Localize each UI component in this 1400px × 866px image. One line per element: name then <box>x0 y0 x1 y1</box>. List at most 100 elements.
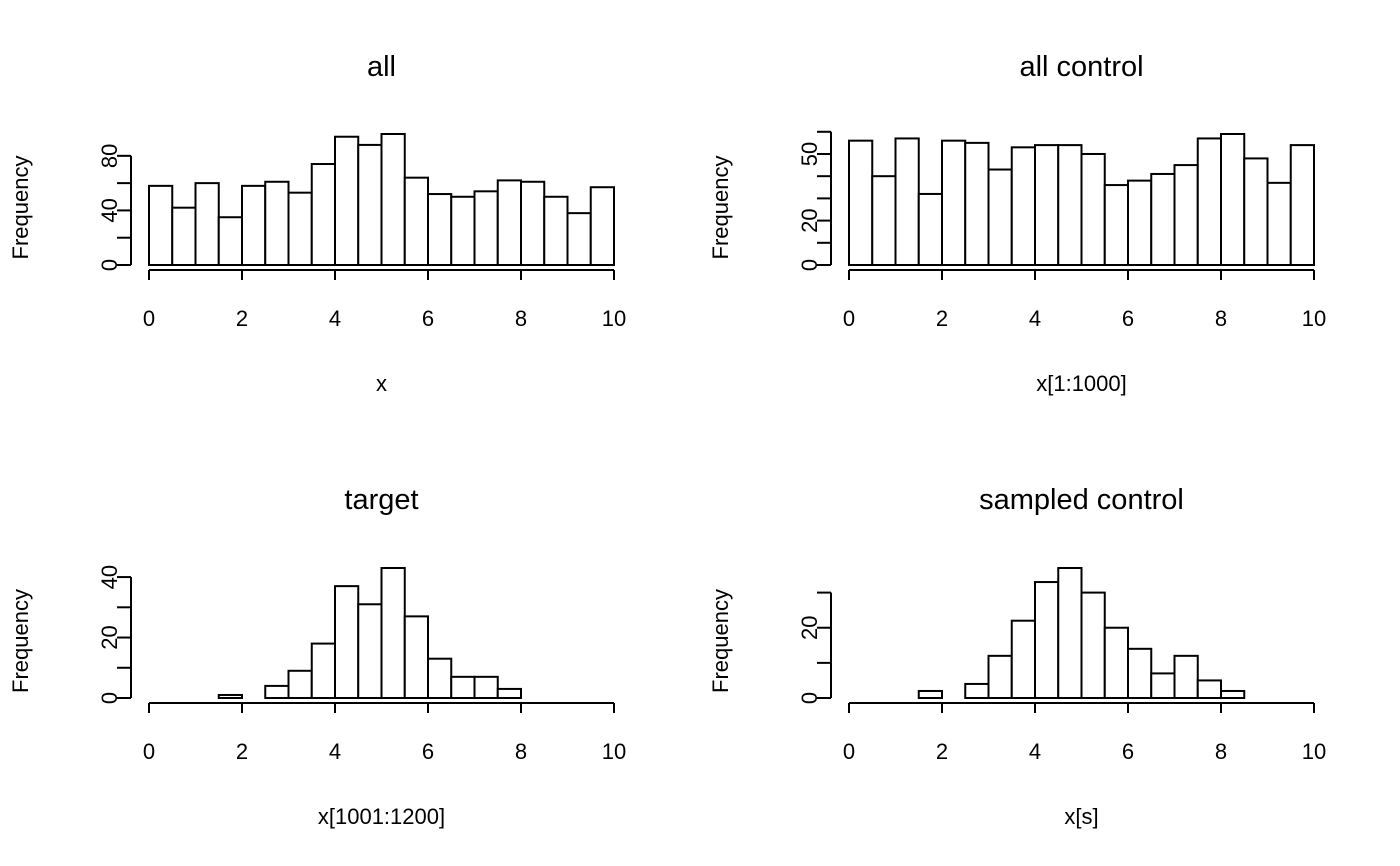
histogram-bar <box>287 191 313 266</box>
y-tick-label: 20 <box>797 615 822 639</box>
chart-title: target <box>344 484 418 516</box>
histogram-bar <box>1173 654 1199 699</box>
histogram-bar <box>357 143 383 267</box>
x-tick-label: 2 <box>236 739 248 764</box>
histogram-bar <box>473 190 499 266</box>
x-tick-label: 4 <box>329 739 341 764</box>
x-tick-label: 8 <box>515 739 527 764</box>
histogram-panel: target 0 2 4 6 8 10 x[1001:1200] 0 20 40 Frequency <box>8 484 626 829</box>
x-tick-label: 4 <box>1029 306 1041 331</box>
histogram-bar <box>1080 152 1106 266</box>
x-tick-label: 10 <box>602 306 626 331</box>
y-tick-label: 0 <box>97 692 122 704</box>
x-tick-label: 0 <box>843 739 855 764</box>
histogram-bar <box>1196 137 1222 266</box>
x-tick-label: 2 <box>936 306 948 331</box>
histogram-bar <box>1127 179 1153 266</box>
histogram-bar <box>1289 144 1315 267</box>
histogram-bar <box>194 182 220 266</box>
histogram-bar <box>941 139 967 266</box>
histogram-bar <box>543 195 569 266</box>
x-tick-label: 10 <box>602 739 626 764</box>
x-tick-label: 0 <box>143 306 155 331</box>
x-tick-label: 10 <box>1302 739 1326 764</box>
y-axis-label: Frequency <box>708 589 733 693</box>
x-axis-label: x[s] <box>1064 804 1098 829</box>
histogram-bar <box>1103 184 1129 266</box>
y-tick-label: 20 <box>797 208 822 232</box>
y-tick-label: 50 <box>797 142 822 166</box>
histogram-bar <box>496 687 522 700</box>
x-axis-label: x[1:1000] <box>1036 371 1127 396</box>
y-tick-label: 40 <box>97 198 122 222</box>
histogram-bar <box>310 163 336 266</box>
y-tick-label: 0 <box>97 259 122 271</box>
histogram-panel: all 0 2 4 6 8 10 x 0 40 80 Frequency <box>8 51 626 396</box>
histogram-panel: all control 0 2 4 6 8 10 x[1:1000] 0 20 50 Frequenc… <box>708 51 1326 396</box>
histogram-bar <box>1057 567 1083 699</box>
histogram-bar <box>566 212 592 266</box>
histogram-bar <box>334 135 360 266</box>
histogram-bar <box>334 585 360 699</box>
histogram-bar <box>1034 144 1060 267</box>
histogram-bar <box>427 193 453 267</box>
histogram-bar <box>1103 626 1129 700</box>
x-tick-label: 6 <box>1122 306 1134 331</box>
histogram-bar <box>496 179 522 266</box>
histogram-bar <box>520 180 546 267</box>
x-tick-label: 0 <box>143 739 155 764</box>
histogram-bar <box>1127 647 1153 699</box>
x-tick-label: 6 <box>422 739 434 764</box>
x-tick-label: 8 <box>1215 739 1227 764</box>
histogram-bar <box>589 186 615 266</box>
histogram-bar <box>987 168 1013 266</box>
histogram-bar <box>148 184 174 267</box>
histogram-bar <box>1010 619 1036 699</box>
histogram-bar <box>380 133 406 266</box>
histogram-bar <box>1266 181 1292 266</box>
x-axis-label: x <box>376 371 387 396</box>
histogram-bar <box>964 141 990 267</box>
histogram-bar <box>1150 672 1176 699</box>
histogram-bar <box>1057 144 1083 267</box>
histogram-panel: sampled control 0 2 4 6 8 10 x[s] 0 20 Frequency <box>708 484 1326 829</box>
x-tick-label: 2 <box>936 739 948 764</box>
histogram-bar <box>380 567 406 699</box>
x-tick-label: 2 <box>236 306 248 331</box>
histogram-bar <box>264 684 290 700</box>
histogram-bar <box>964 682 990 699</box>
histogram-bar <box>357 603 383 699</box>
histogram-bar <box>917 192 943 267</box>
histogram-bar <box>450 195 476 266</box>
histogram-bar <box>287 669 313 700</box>
histogram-bar <box>1173 164 1199 266</box>
histogram-bar <box>871 175 897 267</box>
histogram-bar <box>1034 581 1060 700</box>
histogram-bar <box>403 615 429 699</box>
histogram-bar <box>987 654 1013 699</box>
histogram-bar <box>1220 133 1246 266</box>
x-tick-label: 4 <box>1029 739 1041 764</box>
histogram-bar <box>473 675 499 700</box>
histogram-bar <box>894 137 920 266</box>
histogram-bar <box>217 216 243 266</box>
x-tick-label: 6 <box>1122 739 1134 764</box>
x-tick-label: 8 <box>515 306 527 331</box>
x-tick-label: 8 <box>1215 306 1227 331</box>
y-axis-label: Frequency <box>8 156 33 260</box>
y-tick-label: 20 <box>97 625 122 649</box>
histogram-bar <box>241 184 267 267</box>
x-tick-label: 6 <box>422 306 434 331</box>
x-tick-label: 10 <box>1302 306 1326 331</box>
histogram-bar <box>848 139 874 266</box>
y-axis-label: Frequency <box>8 589 33 693</box>
histogram-bar <box>264 180 290 267</box>
y-tick-label: 0 <box>797 259 822 271</box>
chart-title: all <box>367 51 396 83</box>
histogram-bar <box>217 693 243 700</box>
x-axis-label: x[1001:1200] <box>318 804 445 829</box>
chart-title: sampled control <box>979 484 1184 516</box>
histogram-bar <box>427 657 453 700</box>
y-tick-label: 40 <box>97 565 122 589</box>
y-tick-label: 80 <box>97 144 122 168</box>
